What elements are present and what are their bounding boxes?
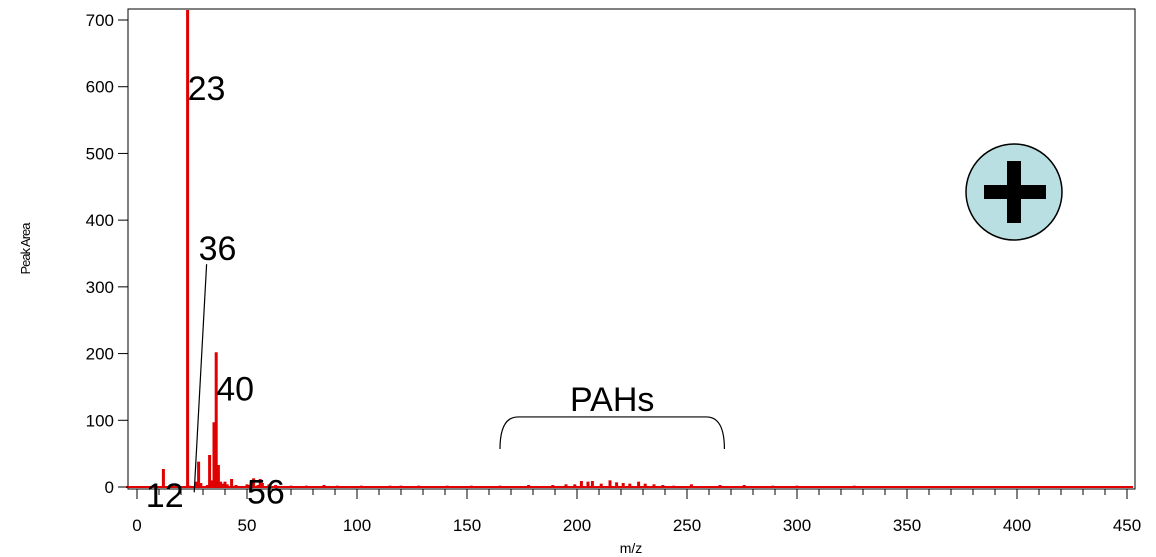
x-tick-label: 150 [453, 516, 481, 535]
annotation-leader [193, 264, 208, 493]
annotation-label: 56 [247, 474, 285, 512]
y-tick-label: 0 [105, 478, 114, 497]
y-axis-ticks: 0 100 200 300 400 500 600 700 [86, 11, 128, 497]
annotations: 23 36 40 12 56 PAHs [146, 70, 725, 515]
pahs-bracket [499, 416, 725, 449]
x-axis-ticks: 0 50 100 150 200 250 300 350 400 450 [132, 489, 1141, 535]
x-tick-label: 450 [1113, 516, 1141, 535]
annotation-label: PAHs [570, 381, 654, 419]
x-tick-label: 0 [132, 516, 141, 535]
plot-frame [127, 8, 1136, 490]
x-tick-label: 400 [1003, 516, 1031, 535]
y-tick-label: 500 [86, 144, 114, 163]
y-tick-label: 300 [86, 278, 114, 297]
x-tick-label: 250 [673, 516, 701, 535]
y-tick-label: 700 [86, 11, 114, 30]
x-tick-label: 350 [893, 516, 921, 535]
y-tick-label: 600 [86, 78, 114, 97]
x-tick-label: 100 [343, 516, 371, 535]
spectrum-bars [126, 9, 1133, 488]
positive-polarity-icon [965, 143, 1063, 241]
annotation-label: 12 [146, 477, 184, 515]
x-tick-label: 300 [783, 516, 811, 535]
annotation-label: 36 [199, 230, 237, 268]
x-tick-label: 200 [563, 516, 591, 535]
annotation-label: 23 [188, 70, 226, 108]
x-tick-label: 50 [238, 516, 257, 535]
y-tick-label: 400 [86, 211, 114, 230]
y-tick-label: 100 [86, 411, 114, 430]
y-axis-label: Peak Area [18, 222, 33, 275]
y-tick-label: 200 [86, 345, 114, 364]
x-axis-label: m/z [620, 540, 643, 556]
annotation-label: 40 [216, 370, 254, 408]
